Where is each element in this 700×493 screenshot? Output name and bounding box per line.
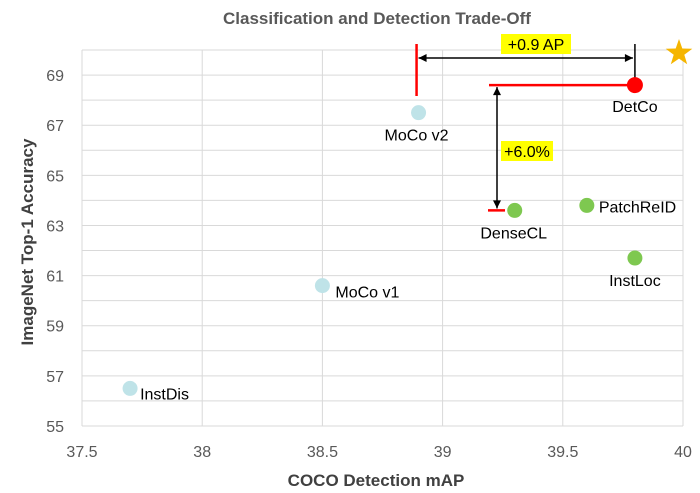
x-tick-label: 37.5 (66, 444, 97, 461)
annotation-label: +6.0% (504, 144, 550, 161)
arrow-head (493, 200, 501, 209)
y-tick-label: 57 (46, 369, 64, 386)
data-point (507, 202, 523, 218)
point-label: InstLoc (609, 273, 661, 290)
annotation-highlight (501, 34, 571, 54)
point-label: MoCo v1 (335, 285, 399, 302)
point-label: DenseCL (480, 225, 547, 242)
y-tick-label: 67 (46, 118, 64, 135)
x-tick-label: 39 (434, 444, 452, 461)
tick-labels: 37.5 38 38.5 39 39.5 40 55 57 59 61 63 65 67 69 (46, 68, 692, 461)
x-tick-label: 39.5 (547, 444, 578, 461)
star-icon (665, 39, 693, 65)
y-tick-label: 59 (46, 319, 64, 336)
point-label: InstDis (140, 386, 189, 403)
x-tick-label: 40 (674, 444, 692, 461)
point-labels: InstDis MoCo v1 MoCo v2 DenseCL PatchReID Ins… (140, 99, 676, 403)
annotations: +0.9 AP +6.0% (415, 34, 636, 212)
y-tick-label: 65 (46, 168, 64, 185)
x-tick-label: 38 (193, 444, 211, 461)
data-point (122, 380, 138, 396)
point-label: MoCo v2 (385, 128, 449, 145)
y-tick-label: 55 (46, 419, 64, 436)
chart-title: Classification and Detection Trade-Off (223, 9, 531, 28)
y-tick-label: 69 (46, 68, 64, 85)
x-axis-label: COCO Detection mAP (288, 471, 465, 490)
arrow-head (493, 87, 501, 96)
annotation-label: +0.9 AP (508, 37, 565, 54)
arrow-head (624, 54, 633, 62)
data-point (314, 278, 330, 294)
data-point (626, 77, 643, 94)
x-tick-label: 38.5 (307, 444, 338, 461)
point-label: DetCo (612, 99, 657, 116)
y-tick-label: 61 (46, 269, 64, 286)
annotation-highlight (501, 141, 553, 161)
data-point (579, 197, 595, 213)
arrow-head (418, 54, 427, 62)
grid-lines (81, 49, 684, 427)
y-axis-label: ImageNet Top-1 Accuracy (18, 138, 37, 345)
point-label: PatchReID (599, 199, 676, 216)
y-tick-label: 63 (46, 218, 64, 235)
data-point (411, 105, 427, 121)
data-points (122, 77, 643, 396)
data-point (627, 250, 643, 266)
